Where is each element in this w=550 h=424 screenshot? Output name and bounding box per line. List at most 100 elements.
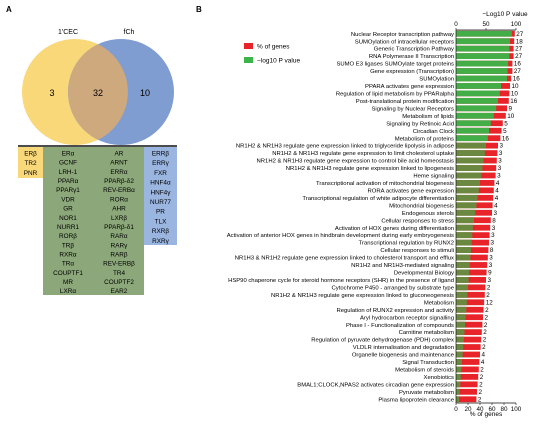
green-col2-gene: COUPTF2	[104, 279, 134, 286]
legend-label-pvalue: −log10 P value	[257, 58, 300, 65]
gene-count-label: 2	[479, 389, 483, 396]
green-col1-gene: RORβ	[59, 233, 77, 240]
overlap-bar	[456, 344, 464, 350]
pvalue-bar	[456, 83, 501, 89]
gene-count-label: 5	[504, 120, 508, 127]
pvalue-bar	[456, 30, 512, 37]
legend-swatch-pvalue	[244, 57, 253, 63]
category-label: NR1H2 & NR1H3 regulate gene expression l…	[271, 293, 454, 299]
pct-bar	[456, 321, 483, 328]
category-label: Metabolism	[424, 300, 454, 306]
category-label: HSP90 chaperone cycle for steroid hormon…	[228, 278, 454, 284]
yellow-gene: ERβ	[24, 151, 37, 158]
green-col2-gene: RARα	[110, 233, 127, 240]
category-label: NR1H2 & NR1H3 regulate gene expression t…	[257, 159, 454, 165]
pct-bar	[456, 254, 488, 261]
overlap-bar	[456, 262, 470, 268]
category-label: Signaling by Retinoic Acid	[386, 121, 454, 127]
gene-count-label: 3	[497, 173, 501, 180]
green-col1-gene: LRH-1	[59, 169, 78, 176]
gene-count-label: 2	[485, 307, 489, 314]
category-label: Phase I - Functionalization of compounds	[346, 323, 454, 329]
overlap-bar	[456, 381, 461, 388]
category-label: Mitochondrial biogenesis	[389, 203, 454, 209]
gene-table-yellow-block	[18, 147, 43, 178]
x-tick-label: 100	[511, 406, 522, 413]
pvalue-bar	[456, 112, 494, 119]
gene-count-label: 18	[516, 38, 524, 45]
green-col2-gene: ARNT	[110, 160, 127, 167]
gene-count-label: 9	[509, 105, 513, 112]
top-tick-label: 100	[511, 21, 522, 28]
chart-legend: % of genes −log10 P value	[244, 43, 300, 65]
category-label: Cellular responses to stimuli	[380, 248, 454, 254]
green-col2-gene: AHR	[112, 206, 126, 213]
gene-count-label: 3	[499, 150, 503, 157]
overlap-bar	[456, 150, 485, 156]
pct-bar	[456, 224, 491, 231]
pct-bar	[456, 247, 489, 253]
green-col1-gene: TRα	[62, 261, 75, 268]
gene-count-label: 9	[488, 270, 492, 277]
gene-count-label: 12	[486, 299, 494, 306]
green-col2-gene: RARγ	[111, 242, 128, 249]
category-label: BMAL1:CLOCK,NPAS2 activates circadian ge…	[297, 382, 454, 388]
overlap-bar	[456, 269, 470, 276]
green-col1-gene: NOR1	[59, 215, 77, 222]
gene-count-label: 3	[489, 255, 493, 262]
category-label: Pyruvate metabolism	[399, 390, 454, 396]
gene-count-label: 27	[515, 53, 523, 60]
overlap-bar	[456, 224, 473, 231]
pvalue-bar	[456, 60, 509, 67]
gene-list-green-col1: ERα GCNF LRH-1 PPARα PPARγ1 VDR GR NOR1 NURR1 ROR…	[53, 151, 83, 296]
category-label: Metabolism of steroids	[395, 368, 454, 374]
overlap-bar	[456, 336, 464, 343]
pct-bar	[456, 262, 488, 268]
category-label: Transcriptional regulation by RUNX2	[359, 241, 454, 247]
blue-gene: ERRγ	[152, 160, 169, 167]
overlap-bar	[456, 306, 467, 313]
green-col1-gene: PPARγ1	[56, 187, 80, 194]
blue-gene: ERRβ	[152, 151, 169, 158]
overlap-bar	[456, 202, 477, 209]
overlap-bar	[456, 209, 476, 216]
pvalue-bar	[456, 45, 510, 52]
gene-count-label: 4	[494, 202, 498, 209]
green-col2-gene: AR	[115, 151, 124, 158]
overlap-bar	[456, 373, 461, 380]
category-label: Metabolism of lipids	[402, 114, 454, 120]
gene-count-label: 3	[500, 143, 504, 150]
blue-gene: PR	[156, 209, 165, 216]
gene-count-label: 10	[511, 90, 519, 97]
category-label: NR1H2 & NR1H3 regulate gene expression l…	[286, 166, 454, 172]
category-label: PPARA activates gene expression	[365, 84, 454, 90]
gene-count-label: 3	[489, 262, 493, 269]
overlap-bar	[456, 157, 484, 164]
green-col1-gene: NURR1	[57, 224, 79, 231]
gene-count-label: 2	[480, 367, 484, 374]
pct-bar	[456, 396, 477, 403]
category-label: Cytochrome P450 - arranged by substrate …	[332, 285, 455, 291]
pct-bar	[456, 314, 483, 321]
category-label: NR1H2 & NR1H3 regulate gene expression t…	[272, 151, 454, 157]
pvalue-bar	[456, 68, 508, 74]
top-axis: 0 50 100	[454, 21, 522, 31]
overlap-bar	[456, 194, 478, 201]
green-col1-gene: GCNF	[59, 160, 77, 167]
venn-diagram: 1'CEC fCh 3 32 10	[22, 29, 174, 145]
gene-count-label: 3	[492, 225, 496, 232]
green-col2-gene: REV-ERBβ	[103, 261, 135, 268]
overlap-bar	[456, 291, 468, 298]
overlap-bar	[456, 217, 474, 224]
venn-left-count: 3	[49, 88, 54, 98]
venn-left-label: 1'CEC	[58, 29, 78, 36]
pvalue-bar	[456, 53, 510, 60]
gene-count-label: 16	[510, 98, 518, 105]
overlap-bar	[456, 165, 483, 171]
pct-bar	[456, 277, 486, 283]
pct-bar	[456, 269, 487, 276]
overlap-bar	[456, 187, 479, 194]
x-tick-label: 80	[500, 406, 508, 413]
gene-count-label: 3	[494, 210, 498, 217]
category-label: Transcriptional regulation of white adip…	[302, 196, 454, 202]
